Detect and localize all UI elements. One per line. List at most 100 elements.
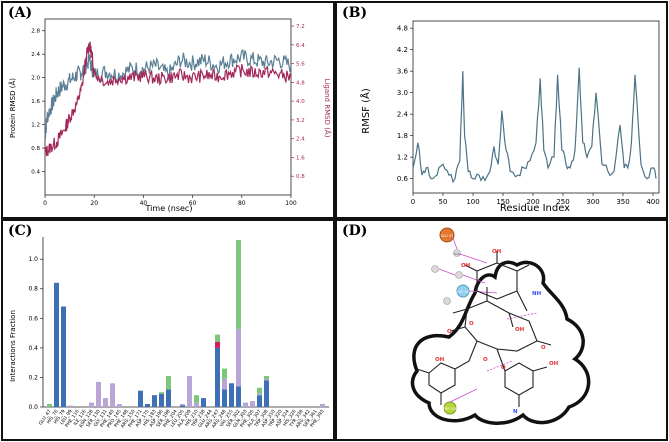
water-molecule [453, 249, 461, 257]
rmsf-x-axis-label: Residue Index [500, 203, 570, 214]
y-tick-label: 0.8 [28, 286, 38, 293]
bar-segment [215, 334, 220, 342]
y2-tick-label: 1.6 [296, 155, 305, 161]
water-molecule [455, 271, 463, 279]
panel-c-label: (C) [8, 223, 33, 239]
residue-spheres: GLU 47 HIS 76 TRP 238 [439, 227, 470, 415]
panel-d-ligand-diagram: (D) GLU 47 HIS 76 TRP 238 H₂O [335, 219, 668, 441]
bar-segment [159, 392, 164, 394]
atom-oxygen: OH [461, 263, 471, 269]
y2-tick-label: 2.4 [296, 137, 305, 143]
ligand-rmsd-line [44, 41, 292, 157]
bar-segment [117, 404, 122, 407]
panel-b-rmsf: (B) 0 50 100 150 200 250 300 350 400 0.6 1.2 1.8 2.4… [335, 1, 668, 219]
y-tick-label: 2.0 [31, 76, 40, 82]
ligand-interaction-diagram: GLU 47 HIS 76 TRP 238 H₂O [410, 227, 591, 425]
hbond-arrow [462, 274, 486, 284]
x-tick-label: 300 [586, 198, 599, 206]
bar-segment [264, 380, 269, 407]
bar-segment [54, 282, 59, 407]
x-tick-label: 20 [90, 200, 98, 207]
y-tick-label: 0.4 [31, 170, 40, 176]
bar-segment [257, 395, 262, 407]
bar-segment [180, 405, 185, 407]
y-tick-label: 1.8 [397, 132, 408, 140]
atom-oxygen: O [483, 357, 488, 363]
atom-nitrogen: NH [532, 291, 542, 297]
macrocycle-ring [464, 300, 538, 352]
rmsd-y-axis-label: Protein RMSD (Å) [8, 78, 17, 138]
x-tick-label: 350 [616, 198, 629, 206]
bar-segment [166, 389, 171, 407]
x-tick-label: 150 [496, 198, 509, 206]
panel-a-label: (A) [8, 5, 33, 21]
ligand-bond [516, 290, 528, 312]
bar-segment [145, 404, 150, 407]
hbond-arrow [452, 237, 458, 250]
atom-oxygen: O [469, 321, 474, 327]
y-tick-label: 0.0 [28, 404, 38, 411]
x-tick-label: 40 [140, 200, 148, 207]
rmsd-chart: 0 20 40 60 80 100 0.4 0.8 1.2 1.6 2.0 2.4 2.8 0.8 1.6 2… [8, 18, 332, 213]
interactions-chart: 0.0 0.2 0.4 0.6 0.8 1.0 GLU_47HIS_76HIS_79LEU… [9, 237, 329, 430]
y2-tick-label: 5.6 [296, 62, 305, 68]
bar-segment [152, 395, 157, 407]
atom-labels: OH OH NH O O OH O O OH O N OH [435, 249, 559, 415]
x-tick-label: 0 [43, 200, 47, 207]
bar-segment [180, 404, 185, 406]
bar-segment [103, 398, 108, 407]
y2-tick-label: 4.8 [296, 80, 305, 86]
x-tick-label: 250 [556, 198, 569, 206]
panel-d-label: (D) [342, 223, 368, 239]
panel-a-rmsd: (A) 0 20 40 60 80 100 0.4 0.8 1.2 1.6 2.0 2.4 2.8 0.8… [1, 1, 335, 219]
binding-pocket-outline [410, 260, 591, 425]
hbond-arrow [468, 290, 498, 294]
y2-tick-label: 3.2 [296, 118, 305, 124]
atom-oxygen: O [447, 329, 452, 335]
bar-segment [229, 383, 234, 407]
bar-segment [236, 386, 241, 407]
rmsf-axes: 0 50 100 150 200 250 300 350 400 0.6 1.2 1.8 2.4 3.0 3… [397, 20, 660, 206]
atom-oxygen: OH [515, 327, 525, 333]
bar-segment [250, 401, 255, 407]
sugar-ring-left [428, 362, 456, 394]
bar-segment [194, 402, 199, 407]
bar-segment [159, 393, 164, 407]
bar-segment [236, 240, 241, 329]
atom-oxygen: OH [492, 249, 502, 255]
x-tick-label: 100 [285, 200, 297, 207]
salt-bridge-line [486, 360, 513, 372]
atom-oxygen: OH [435, 357, 445, 363]
x-tick-label: 0 [411, 198, 415, 206]
bar-segment [222, 368, 227, 379]
bar-segment [257, 393, 262, 396]
residue-label-2: HIS 76 [457, 290, 468, 294]
ligand-bond [450, 287, 514, 332]
y-tick-label: 1.6 [31, 99, 40, 105]
ligand-bond [416, 308, 552, 407]
rmsd-axes: 0 20 40 60 80 100 0.4 0.8 1.2 1.6 2.0 2.4 2.8 0.8 1.6 2… [31, 18, 305, 207]
ligand-bond [496, 348, 506, 372]
y-tick-label: 1.2 [31, 123, 40, 129]
interaction-bars [47, 240, 325, 407]
y2-tick-label: 0.8 [296, 174, 305, 180]
x-tick-label: 400 [646, 198, 659, 206]
residue-label-1: GLU 47 [441, 234, 454, 238]
y2-tick-label: 7.2 [296, 24, 305, 30]
interactions-y-axis-label: Interactions Fraction [9, 310, 17, 382]
ligand-bond [464, 251, 530, 272]
bar-segment [215, 342, 220, 348]
bar-segment [138, 390, 143, 407]
residue-tick-labels: GLU_47HIS_76HIS_79LEU_99PHE_116ILE_126AS… [38, 409, 326, 430]
bar-segment [236, 328, 241, 387]
bar-segment [320, 404, 325, 407]
rmsf-chart: 0 50 100 150 200 250 300 350 400 0.6 1.2 1.8 2.4 3.0 3… [359, 20, 660, 214]
y-tick-label: 2.4 [397, 111, 409, 119]
y-tick-label: 0.6 [397, 175, 409, 183]
x-tick-label: 80 [238, 200, 246, 207]
y-tick-label: 0.2 [28, 374, 38, 381]
bar-segment [222, 389, 227, 407]
interactions-axes: 0.0 0.2 0.4 0.6 0.8 1.0 [28, 237, 329, 411]
bar-segment [222, 378, 227, 390]
ligand-bond [454, 340, 478, 370]
